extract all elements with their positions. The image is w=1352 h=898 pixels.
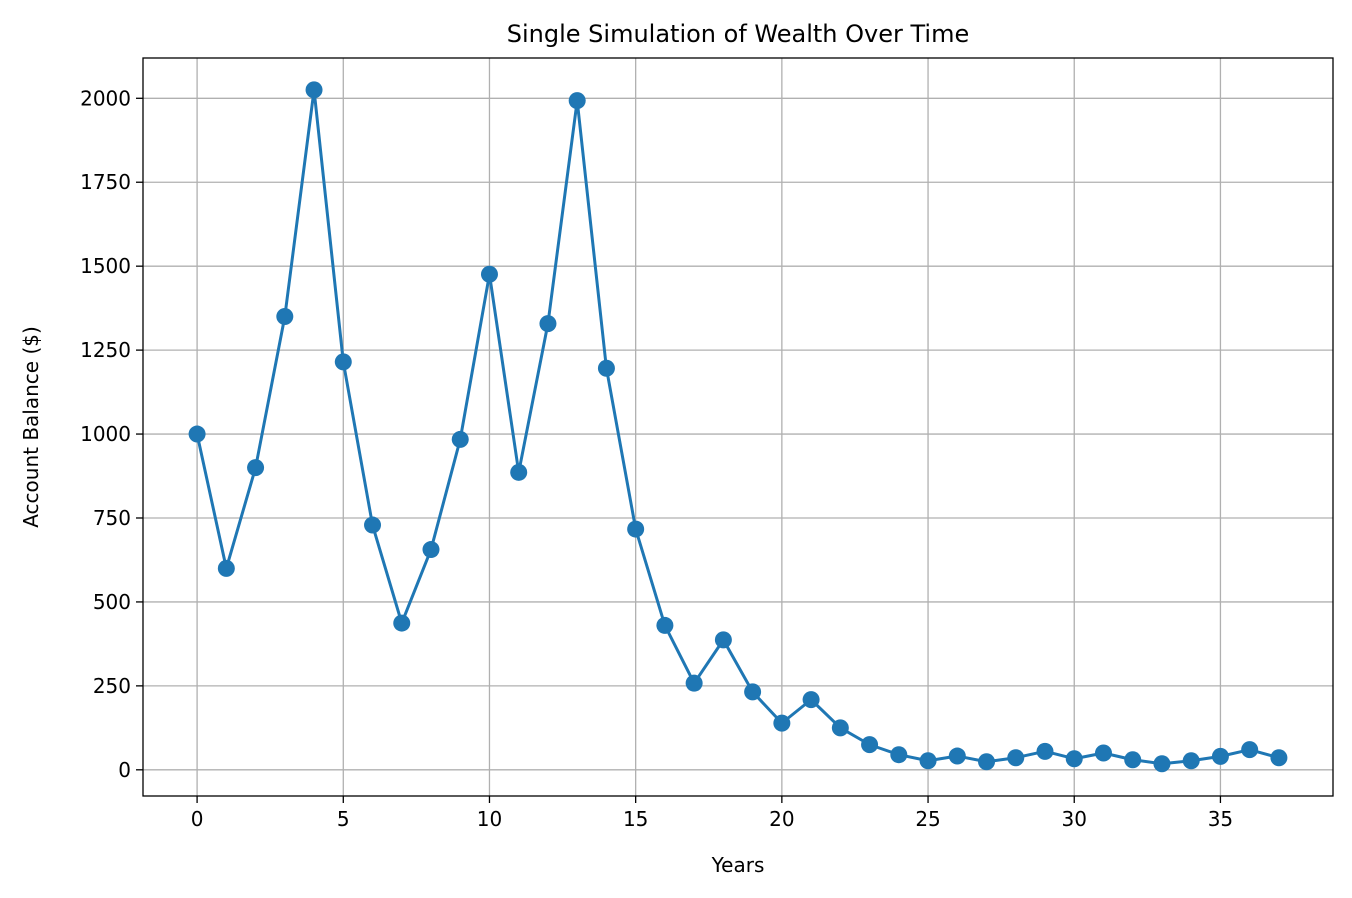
- x-tick-label: 5: [337, 807, 350, 831]
- data-point: [305, 81, 323, 99]
- data-point: [1153, 755, 1171, 773]
- plot-frame: [142, 57, 1334, 797]
- data-point: [861, 736, 879, 754]
- data-point: [510, 463, 528, 481]
- y-tick-label: 750: [93, 506, 131, 530]
- x-tick-label: 20: [769, 807, 794, 831]
- x-tick-label: 35: [1208, 807, 1233, 831]
- data-point: [217, 559, 235, 577]
- data-point: [1182, 752, 1200, 770]
- y-tick-label: 1750: [80, 170, 131, 194]
- data-point: [1065, 750, 1083, 768]
- data-point: [890, 746, 908, 764]
- data-series: [188, 81, 1288, 773]
- data-point: [919, 752, 937, 770]
- data-point: [597, 359, 615, 377]
- data-point: [714, 631, 732, 649]
- data-point: [1241, 741, 1259, 759]
- y-tick-label: 0: [118, 758, 131, 782]
- data-point: [744, 683, 762, 701]
- data-point: [276, 308, 294, 326]
- y-tick-label: 1250: [80, 338, 131, 362]
- x-tick-label: 10: [477, 807, 502, 831]
- data-point: [1211, 747, 1229, 765]
- data-point: [364, 516, 382, 534]
- y-tick-label: 500: [93, 590, 131, 614]
- data-point: [685, 674, 703, 692]
- x-tick-label: 15: [623, 807, 648, 831]
- y-tick-label: 1000: [80, 422, 131, 446]
- data-point: [480, 265, 498, 283]
- data-point: [1094, 744, 1112, 762]
- data-point: [568, 92, 586, 110]
- x-axis-title: Years: [711, 853, 765, 877]
- data-point: [451, 430, 469, 448]
- data-point: [831, 719, 849, 737]
- data-point: [1124, 751, 1142, 769]
- data-point: [334, 353, 352, 371]
- data-point: [773, 714, 791, 732]
- y-tick-label: 2000: [80, 86, 131, 110]
- data-point: [627, 520, 645, 538]
- x-tick-label: 0: [191, 807, 204, 831]
- data-point: [1270, 749, 1288, 767]
- data-point: [393, 614, 411, 632]
- y-tick-label: 1500: [80, 254, 131, 278]
- x-tick-label: 25: [915, 807, 940, 831]
- grid: [143, 58, 1333, 796]
- y-axis-title: Account Balance ($): [19, 326, 43, 528]
- data-point: [1036, 742, 1054, 760]
- data-point: [802, 691, 820, 709]
- data-point: [656, 616, 674, 634]
- data-point: [247, 459, 265, 477]
- data-point: [539, 315, 557, 333]
- data-point: [948, 747, 966, 765]
- data-point: [422, 541, 440, 559]
- data-point: [1007, 749, 1025, 767]
- y-tick-label: 250: [93, 674, 131, 698]
- chart-title: Single Simulation of Wealth Over Time: [507, 20, 969, 48]
- data-point: [188, 425, 206, 443]
- x-tick-label: 30: [1062, 807, 1087, 831]
- data-point: [978, 753, 996, 771]
- axis-ticks: 0 5 10 15 20 25 30 35 0 250 500 750 1000 1250 1500 1750…: [80, 86, 1233, 831]
